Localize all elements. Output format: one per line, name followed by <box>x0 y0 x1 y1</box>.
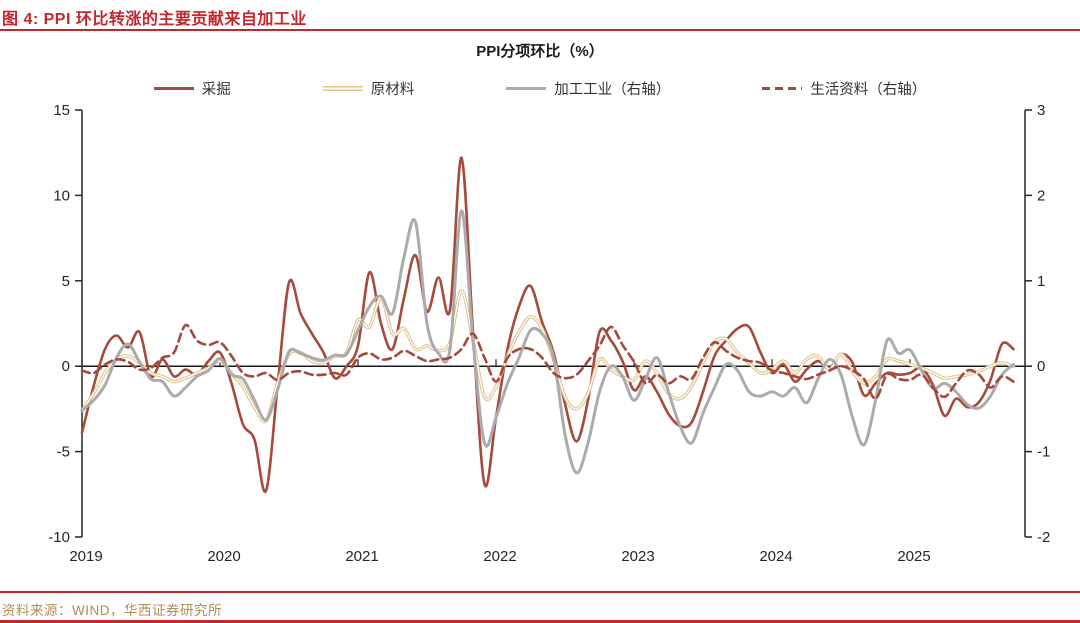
svg-text:10: 10 <box>53 187 70 204</box>
legend-swatch-processing <box>506 86 547 91</box>
svg-text:15: 15 <box>53 102 70 119</box>
source-divider <box>0 591 1080 593</box>
svg-text:5: 5 <box>62 273 70 290</box>
legend-swatch-consumer-goods <box>762 86 803 91</box>
svg-text:2022: 2022 <box>483 548 516 565</box>
legend-swatch-mining <box>153 86 194 91</box>
title-divider <box>0 29 1080 31</box>
svg-text:0: 0 <box>1037 358 1045 375</box>
legend-label-processing: 加工工业（右轴） <box>554 82 671 98</box>
legend-swatch-raw-materials <box>322 86 363 91</box>
svg-text:2: 2 <box>1037 187 1045 204</box>
svg-text:-2: -2 <box>1037 529 1050 546</box>
figure-title: 图 4: PPI 环比转涨的主要贡献来自加工业 <box>2 11 307 28</box>
svg-text:-5: -5 <box>57 444 70 461</box>
svg-text:2021: 2021 <box>345 548 378 565</box>
svg-text:-1: -1 <box>1037 444 1050 461</box>
legend-item-processing: 加工工业（右轴） <box>506 78 670 99</box>
chart-title: PPI分项环比（%） <box>476 43 604 60</box>
svg-text:0: 0 <box>62 358 70 375</box>
legend-label-consumer-goods: 生活资料（右轴） <box>810 82 927 98</box>
svg-text:2020: 2020 <box>207 548 240 565</box>
svg-text:1: 1 <box>1037 273 1045 290</box>
legend-item-raw-materials: 原材料 <box>322 78 415 99</box>
legend-item-mining: 采掘 <box>153 78 231 99</box>
source-text: 资料来源：WIND，华西证券研究所 <box>2 603 222 618</box>
svg-text:3: 3 <box>1037 102 1045 119</box>
svg-text:2024: 2024 <box>759 548 792 565</box>
legend-label-mining: 采掘 <box>201 82 231 98</box>
legend-item-consumer-goods: 生活资料（右轴） <box>762 78 926 99</box>
legend-label-raw-materials: 原材料 <box>370 82 415 98</box>
chart-legend: 采掘 原材料 加工工业（右轴） 生活资料（右轴） <box>0 78 1080 99</box>
bottom-divider <box>0 620 1080 623</box>
svg-text:2023: 2023 <box>621 548 654 565</box>
svg-text:2025: 2025 <box>897 548 930 565</box>
svg-text:2019: 2019 <box>69 548 102 565</box>
svg-text:-10: -10 <box>48 529 70 546</box>
